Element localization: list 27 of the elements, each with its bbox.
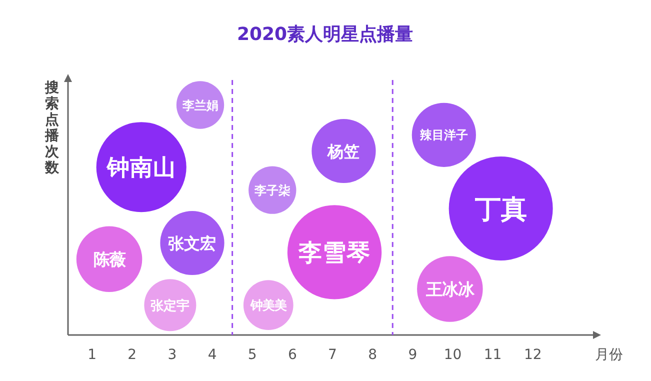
annotation: 杨笠 (326, 142, 360, 161)
annotation: 李子柒 (253, 183, 290, 198)
x-tick-label: 1 (88, 347, 97, 363)
x-axis-title: 月份 (595, 347, 623, 363)
annotation: 王冰冰 (424, 280, 475, 299)
annotation: 辣目洋子 (418, 128, 468, 142)
x-tick-label: 9 (408, 347, 418, 363)
chart-title: 2020素人明星点播量 (236, 24, 414, 45)
annotation: 丁真 (474, 194, 527, 225)
x-tick-label: 7 (328, 347, 337, 363)
x-tick-label: 2 (128, 347, 137, 363)
x-tick-label: 4 (208, 347, 217, 363)
x-tick-label: 10 (444, 347, 462, 363)
x-tick-label: 12 (524, 347, 542, 363)
annotation: 陈薇 (93, 250, 126, 270)
annotation: 张定宇 (150, 298, 190, 314)
x-tick-label: 5 (248, 347, 257, 363)
annotation: 李雪琴 (298, 238, 371, 267)
y-axis-title: 搜索点播次数 (44, 80, 60, 176)
annotation: 张文宏 (168, 234, 216, 253)
annotation: 李兰娟 (181, 98, 218, 112)
x-tick-label: 11 (484, 347, 502, 363)
annotation: 钟南山 (106, 155, 176, 182)
x-tick-label: 6 (288, 347, 297, 363)
x-tick-label: 3 (168, 347, 177, 363)
x-tick-label: 8 (368, 347, 378, 363)
annotation: 钟美美 (249, 298, 286, 313)
